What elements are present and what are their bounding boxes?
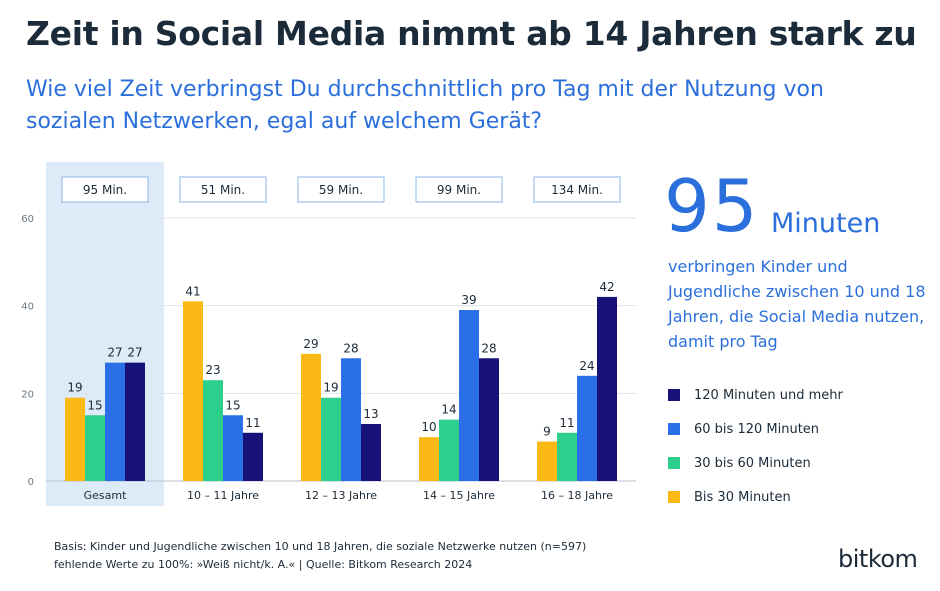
bar (419, 437, 439, 481)
chart-legend: 120 Minuten und mehr 60 bis 120 Minuten 30… (668, 378, 843, 514)
bar (243, 432, 263, 481)
data-label: 23 (205, 363, 220, 377)
legend-item: 30 bis 60 Minuten (668, 446, 843, 480)
data-label: 27 (127, 346, 142, 360)
x-tick-label: 10 – 11 Jahre (187, 489, 259, 502)
bar (223, 415, 243, 481)
x-tick-label: 16 – 18 Jahre (541, 489, 613, 502)
y-tick-label: 40 (21, 302, 34, 313)
average-label: 99 Min. (437, 183, 481, 197)
legend-swatch (668, 423, 680, 435)
data-label: 19 (323, 381, 338, 395)
legend-label: 120 Minuten und mehr (694, 387, 843, 403)
callout-number: 95 (664, 164, 760, 248)
data-label: 9 (543, 425, 551, 439)
legend-item: 60 bis 120 Minuten (668, 412, 843, 446)
data-label: 11 (245, 416, 260, 430)
data-label: 39 (461, 293, 476, 307)
bar (105, 362, 125, 481)
average-label: 95 Min. (83, 183, 127, 197)
bar (459, 310, 479, 481)
footnote-base: Basis: Kinder und Jugendliche zwischen 1… (54, 540, 587, 553)
legend-item: Bis 30 Minuten (668, 480, 843, 514)
data-label: 13 (363, 407, 378, 421)
legend-swatch (668, 491, 680, 503)
data-label: 19 (67, 381, 82, 395)
data-label: 28 (481, 341, 496, 355)
average-box (533, 176, 621, 203)
bar (537, 441, 557, 481)
data-label: 24 (579, 359, 594, 373)
x-tick-label: 12 – 13 Jahre (305, 489, 377, 502)
x-tick-label: 14 – 15 Jahre (423, 489, 495, 502)
data-label: 41 (185, 284, 200, 298)
data-label: 27 (107, 346, 122, 360)
bar (479, 358, 499, 481)
page-title: Zeit in Social Media nimmt ab 14 Jahren … (26, 14, 917, 53)
bar (361, 424, 381, 481)
average-label: 59 Min. (319, 183, 363, 197)
data-label: 28 (343, 341, 358, 355)
bitkom-logo: bitkom (838, 545, 918, 573)
average-label: 134 Min. (551, 183, 603, 197)
callout-unit: Minuten (771, 208, 881, 239)
legend-swatch (668, 457, 680, 469)
bar (183, 301, 203, 481)
bar (65, 397, 85, 481)
legend-item: 120 Minuten und mehr (668, 378, 843, 412)
data-label: 15 (87, 398, 102, 412)
data-label: 14 (441, 403, 456, 417)
y-tick-label: 0 (28, 477, 34, 488)
legend-label: Bis 30 Minuten (694, 489, 791, 505)
bar (85, 415, 105, 481)
survey-question: Wie viel Zeit verbringst Du durchschnitt… (26, 77, 824, 134)
bar (577, 375, 597, 481)
average-box (297, 176, 385, 203)
data-label: 11 (559, 416, 574, 430)
bar-chart: 0 20 40 60 95 Min. 19 15 27 27 Gesamt 51 Min. 41 23 1… (21, 162, 636, 506)
footnote: Basis: Kinder und Jugendliche zwischen 1… (54, 538, 586, 574)
average-label: 51 Min. (201, 183, 245, 197)
average-box (415, 176, 503, 203)
bar (203, 380, 223, 481)
data-label: 10 (421, 420, 436, 434)
data-label: 29 (303, 337, 318, 351)
average-box (61, 176, 149, 203)
average-box (179, 176, 267, 203)
data-label: 15 (225, 398, 240, 412)
data-label: 42 (599, 280, 614, 294)
bar (125, 362, 145, 481)
bar (341, 358, 361, 481)
x-tick-label: Gesamt (84, 489, 127, 502)
bar (597, 296, 617, 481)
bar (301, 353, 321, 481)
legend-label: 30 bis 60 Minuten (694, 455, 811, 471)
callout-text: verbringen Kinder und Jugendliche zwisch… (668, 257, 926, 351)
bar (439, 419, 459, 481)
footnote-source: fehlende Werte zu 100%: »Weiß nicht/k. A… (54, 558, 473, 571)
bar (321, 397, 341, 481)
y-tick-label: 60 (21, 214, 34, 225)
legend-label: 60 bis 120 Minuten (694, 421, 820, 437)
bar (557, 432, 577, 481)
legend-swatch (668, 389, 680, 401)
y-tick-label: 20 (21, 389, 34, 400)
